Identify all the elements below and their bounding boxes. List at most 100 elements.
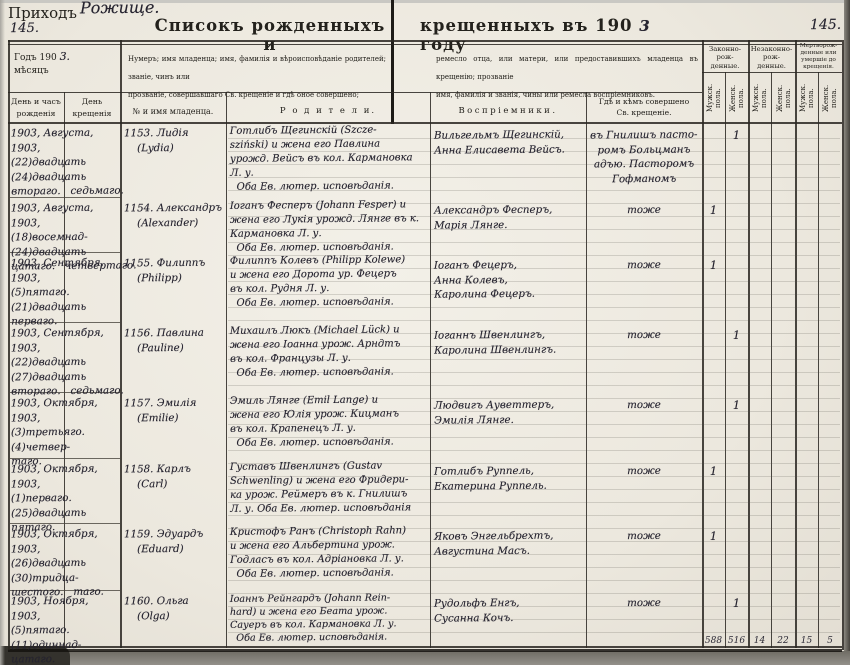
- grid-line: [8, 92, 702, 93]
- header-sub-male: Мужск. пола.: [752, 83, 768, 113]
- page-number-right: 145.: [809, 16, 842, 34]
- godparents: Вильгельмъ Щегинскій, Анна Елисавета Вей…: [433, 128, 565, 157]
- register-row: 1903, Августа, 1903, (18)восемнад- (24)д…: [0, 197, 850, 272]
- tally-legit-female: 1: [732, 327, 741, 343]
- header-group-legitimate: Законно- рож- денные.: [708, 45, 742, 70]
- header-col-number-name: № и имя младенца.: [132, 107, 214, 116]
- page-number-left: 145.: [9, 20, 40, 37]
- parents: Іоганъ Фесперъ (Johann Fesper) и жена ег…: [229, 199, 420, 254]
- grid-line: [586, 92, 587, 648]
- entry-number-name: 1155. Филиппъ (Philipp): [123, 256, 206, 284]
- total-legit-male: 588: [704, 636, 723, 646]
- tally-legit-male: 1: [709, 528, 718, 544]
- header-year: Годъ 190 3.: [14, 50, 70, 65]
- header-sub-female: Женск. пола.: [729, 84, 745, 112]
- grid-line: [8, 40, 10, 650]
- header-long-text-left: Нумеръ; имя младенца; имя, фамилія и вѣр…: [128, 55, 386, 99]
- register-row: 1903, Октября, 1903, (26)двадцать (30)тр…: [0, 523, 850, 598]
- grid-line: [795, 40, 797, 648]
- row-separator: [8, 590, 120, 591]
- tally-legit-female: 1: [732, 397, 741, 413]
- grid-line: [702, 72, 842, 73]
- title-right-tail: году: [420, 35, 467, 54]
- grid-line: [748, 40, 750, 648]
- parents: Филиппъ Колевъ (Philipp Kolewe) и жена е…: [229, 254, 406, 309]
- tally-legit-male: 1: [709, 463, 718, 479]
- parish-name-handwritten: Рожище.: [79, 0, 160, 18]
- year-handwritten: 3.: [59, 50, 71, 63]
- grid-line: [725, 72, 726, 648]
- grid-line: [8, 649, 842, 652]
- row-separator: [8, 252, 120, 253]
- baptism-place: тоже: [627, 529, 661, 543]
- birth-baptism-dates: 1903, Ноября, 1903, (5)пятаго. (11)одинн…: [10, 594, 89, 665]
- header-col-birth: День и часъ рожденія: [11, 97, 61, 118]
- register-row: 1903, Августа, 1903, (22)двадцать (24)дв…: [0, 122, 850, 198]
- birth-baptism-dates: 1903, Августа, 1903, (22)двадцать (24)дв…: [10, 126, 124, 198]
- godparents: Яковъ Энгельбрехтъ, Августина Масъ.: [433, 529, 554, 558]
- baptism-place: тоже: [627, 398, 661, 412]
- godparents: Александръ Фесперъ, Марія Лянге.: [433, 203, 553, 232]
- godparents: Іоганъ Фецеръ, Анна Колевъ, Каролина Фец…: [433, 258, 536, 301]
- header-col-baptism: День крещенія: [72, 97, 112, 118]
- grid-line: [818, 72, 819, 648]
- header-month: мѣсяцъ: [14, 66, 49, 76]
- tally-legit-female: 1: [732, 595, 741, 611]
- total-legit-female: 516: [727, 636, 746, 646]
- scan-edge-bottom: [0, 651, 850, 665]
- godparents: Рудольфъ Енгъ, Сусанна Кочъ.: [433, 596, 520, 625]
- baptism-place: въ Гнилишъ пасто- ромъ Больцманъ адъю. П…: [590, 128, 698, 185]
- total-illegit-male: 14: [753, 636, 766, 646]
- header-long-text-right: ремесло отца, или матери, или предостави…: [436, 55, 698, 99]
- birth-baptism-dates: 1903, Сентября, 1903, (5)пятаго. (21)два…: [10, 256, 104, 328]
- grid-line: [430, 92, 432, 648]
- row-separator: [8, 458, 120, 459]
- baptism-place: тоже: [627, 203, 661, 217]
- total-stillborn-female: 5: [827, 636, 833, 646]
- entry-number-name: 1160. Ольга (Olga): [123, 594, 189, 622]
- tally-legit-female: 1: [732, 127, 741, 143]
- grid-line: [8, 40, 842, 42]
- grid-line: [8, 646, 842, 648]
- register-row: 1903, Сентября, 1903, (5)пятаго. (21)два…: [0, 252, 850, 327]
- tally-legit-male: 1: [709, 202, 718, 218]
- tally-legit-male: 1: [709, 257, 718, 273]
- year-printed: Годъ 190: [14, 53, 57, 63]
- row-separator: [8, 197, 120, 198]
- register-row: 1903, Октября, 1903, (3)третьяго. (4)чет…: [0, 392, 850, 468]
- header-col-godparents: Воспріемники.: [458, 106, 558, 116]
- parents: Михаилъ Люкъ (Michael Lück) и жена его І…: [229, 324, 401, 379]
- title-right-year-handwritten: 3: [639, 17, 651, 35]
- header-col-parents: Р о д и т е л и.: [279, 106, 377, 116]
- grid-line: [771, 72, 772, 648]
- entry-number-name: 1156. Павлина (Pauline): [123, 326, 204, 354]
- grid-line: [226, 92, 227, 648]
- entry-number-name: 1153. Лидія (Lydia): [123, 126, 189, 154]
- grid-line: [842, 40, 844, 650]
- entry-number-name: 1157. Эмилія (Emilie): [123, 396, 197, 424]
- parents: Готлибъ Щегинскій (Szcze- sziński) и жен…: [229, 124, 413, 193]
- parents: Іоаннъ Рейнгардъ (Johann Rein- hard) и ж…: [229, 592, 397, 644]
- baptism-place: тоже: [627, 328, 661, 342]
- grid-line: [64, 92, 65, 648]
- godparents: Готлибъ Руппель, Екатерина Руппель.: [433, 464, 547, 493]
- godparents: Людвигъ Ауветтеръ, Эмилія Лянге.: [433, 398, 555, 427]
- parents: Густавъ Швенлингъ (Gustav Schwenling) и …: [229, 460, 412, 515]
- title-right-printed: крещенныхъ въ 190: [420, 16, 633, 35]
- page-title-right: крещенныхъ въ 190 3 году: [420, 16, 700, 54]
- register-row: 1903, Сентября, 1903, (22)двадцать (27)д…: [0, 322, 850, 397]
- entry-number-name: 1158. Карлъ (Carl): [123, 462, 191, 490]
- parish-label: Приходъ: [8, 4, 77, 22]
- header-sub-female: Женск. пола.: [776, 84, 792, 112]
- baptism-place: тоже: [627, 258, 661, 272]
- total-illegit-female: 22: [777, 636, 789, 646]
- grid-line: [120, 40, 122, 648]
- header-sub-male: Мужск. пола.: [799, 83, 815, 113]
- birth-baptism-dates: 1903, Октября, 1903, (26)двадцать (30)тр…: [10, 527, 104, 599]
- godparents: Іоганнъ Швенлингъ, Каролина Швенлингъ.: [433, 328, 557, 357]
- header-col-where: Гдѣ и кѣмъ совершено Св. крещеніе.: [598, 97, 690, 117]
- row-separator: [8, 392, 120, 393]
- header-sub-male: Мужск. пола.: [706, 83, 722, 113]
- grid-line: [8, 43, 842, 45]
